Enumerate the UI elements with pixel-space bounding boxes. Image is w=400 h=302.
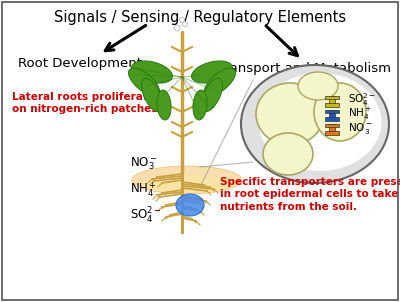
- Text: NH$_4^+$: NH$_4^+$: [130, 181, 157, 199]
- Ellipse shape: [192, 61, 232, 83]
- Circle shape: [182, 21, 188, 27]
- Bar: [325, 131, 339, 134]
- Text: SO$_4^{2-}$: SO$_4^{2-}$: [130, 206, 162, 226]
- Ellipse shape: [202, 78, 222, 112]
- Ellipse shape: [298, 72, 338, 100]
- Text: NH$_4^+$: NH$_4^+$: [348, 106, 372, 122]
- Ellipse shape: [204, 68, 236, 96]
- Bar: [325, 103, 339, 107]
- Ellipse shape: [132, 61, 172, 83]
- Text: Signals / Sensing / Regulatory Elements: Signals / Sensing / Regulatory Elements: [54, 10, 346, 25]
- Ellipse shape: [145, 175, 235, 193]
- Text: SO$_4^{2-}$: SO$_4^{2-}$: [348, 92, 376, 108]
- Bar: [329, 124, 335, 134]
- Ellipse shape: [258, 73, 382, 171]
- Ellipse shape: [176, 194, 204, 216]
- Bar: [325, 124, 339, 127]
- Text: Lateral roots proliferate
on nitrogen-rich patches.: Lateral roots proliferate on nitrogen-ri…: [12, 92, 161, 114]
- Circle shape: [174, 25, 180, 31]
- Text: NO$_3^-$: NO$_3^-$: [130, 156, 158, 172]
- Bar: [325, 110, 339, 113]
- Text: Root Development: Root Development: [18, 57, 142, 70]
- Ellipse shape: [128, 68, 160, 96]
- Bar: [329, 96, 335, 106]
- Ellipse shape: [132, 166, 242, 194]
- Ellipse shape: [256, 83, 324, 145]
- Ellipse shape: [241, 65, 389, 183]
- Bar: [325, 117, 339, 120]
- Text: Transport and Metabolism: Transport and Metabolism: [218, 62, 391, 75]
- Ellipse shape: [193, 90, 207, 120]
- Ellipse shape: [157, 90, 171, 120]
- Ellipse shape: [314, 83, 366, 141]
- Ellipse shape: [263, 133, 313, 175]
- Bar: [325, 95, 339, 99]
- Text: Specific transporters are present
in root epidermal cells to take up
nutrients f: Specific transporters are present in roo…: [220, 177, 400, 212]
- Ellipse shape: [142, 78, 162, 112]
- Circle shape: [180, 18, 184, 23]
- Bar: [329, 110, 335, 120]
- Text: NO$_3^-$: NO$_3^-$: [348, 120, 373, 136]
